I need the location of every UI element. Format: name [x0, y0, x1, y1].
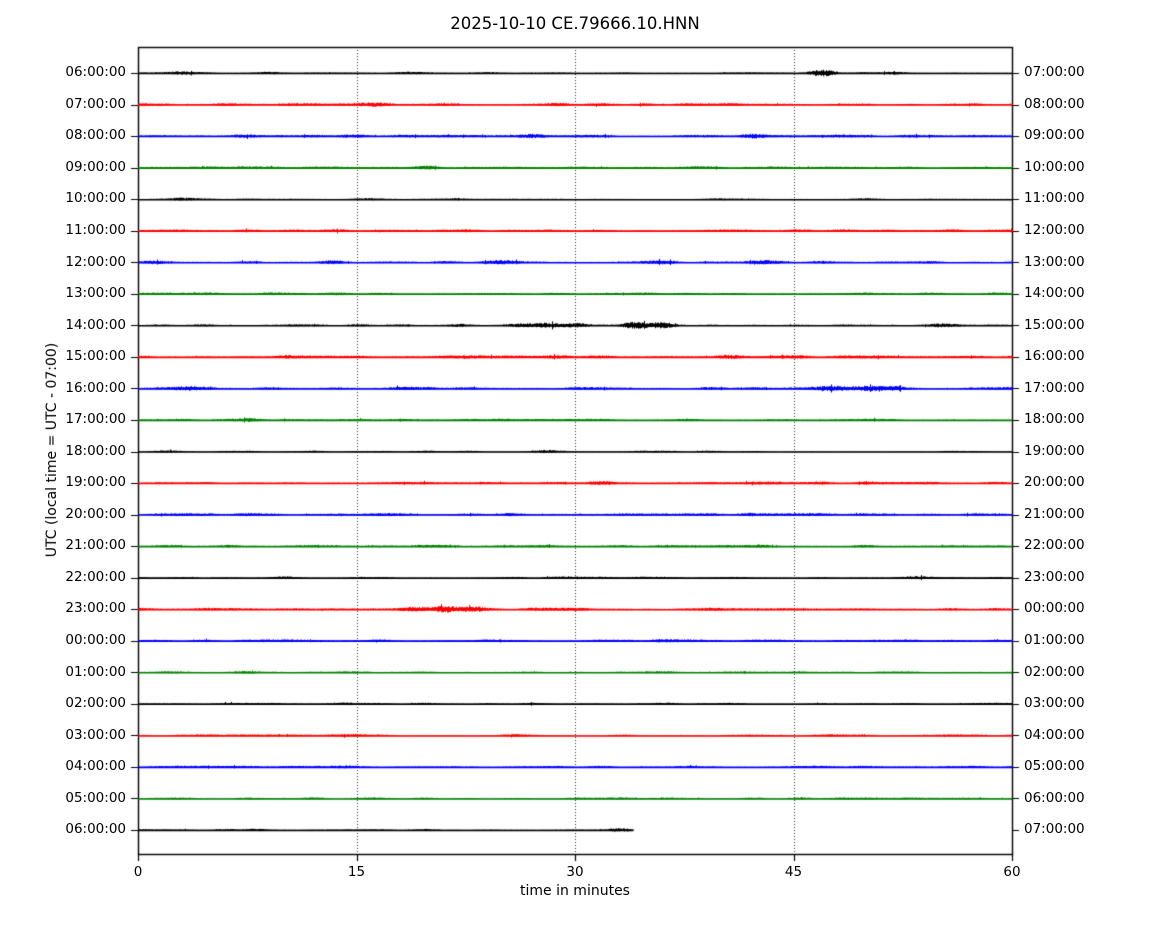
utc-tick-label: 05:00:00 — [65, 789, 126, 806]
local-tick-label: 08:00:00 — [1024, 95, 1085, 112]
utc-tick-label: 16:00:00 — [65, 379, 126, 396]
x-tick-label: 45 — [784, 864, 803, 880]
utc-tick-label: 06:00:00 — [65, 64, 126, 81]
local-tick-label: 00:00:00 — [1024, 600, 1085, 617]
utc-tick-label: 22:00:00 — [65, 568, 126, 585]
local-tick-label: 21:00:00 — [1024, 505, 1085, 522]
utc-tick-label: 02:00:00 — [65, 695, 126, 712]
local-tick-label: 13:00:00 — [1024, 253, 1085, 270]
utc-tick-label: 08:00:00 — [65, 127, 126, 144]
local-tick-label: 17:00:00 — [1024, 379, 1085, 396]
local-tick-label: 19:00:00 — [1024, 442, 1085, 459]
utc-tick-label: 20:00:00 — [65, 505, 126, 522]
local-tick-label: 04:00:00 — [1024, 726, 1085, 743]
local-tick-label: 11:00:00 — [1024, 190, 1085, 207]
utc-tick-label: 15:00:00 — [65, 348, 126, 365]
utc-tick-label: 09:00:00 — [65, 158, 126, 175]
utc-tick-label: 03:00:00 — [65, 726, 126, 743]
utc-tick-label: 10:00:00 — [65, 190, 126, 207]
local-tick-label: 07:00:00 — [1024, 64, 1085, 81]
utc-tick-label: 18:00:00 — [65, 442, 126, 459]
utc-tick-label: 00:00:00 — [65, 632, 126, 648]
local-tick-label: 05:00:00 — [1024, 758, 1085, 775]
x-tick-label: 15 — [347, 864, 366, 880]
x-tick-label: 0 — [133, 864, 143, 880]
local-tick-label: 06:00:00 — [1024, 789, 1085, 806]
utc-tick-label: 17:00:00 — [65, 411, 126, 428]
local-tick-label: 16:00:00 — [1024, 348, 1085, 365]
utc-tick-label: 14:00:00 — [65, 316, 126, 333]
utc-tick-label: 11:00:00 — [65, 221, 126, 238]
x-axis-label: time in minutes — [520, 883, 630, 899]
utc-tick-label: 13:00:00 — [65, 285, 126, 302]
utc-tick-label: 07:00:00 — [65, 95, 126, 112]
local-tick-label: 02:00:00 — [1024, 663, 1085, 680]
local-tick-label: 14:00:00 — [1024, 285, 1085, 302]
x-tick-label: 30 — [566, 864, 584, 880]
local-tick-label: 12:00:00 — [1024, 221, 1085, 238]
chart-title: 2025-10-10 CE.79666.10.HNN — [450, 14, 700, 33]
local-tick-label: 15:00:00 — [1024, 316, 1085, 333]
utc-tick-label: 21:00:00 — [65, 537, 126, 554]
local-tick-label: 09:00:00 — [1024, 127, 1085, 144]
local-tick-label: 22:00:00 — [1024, 537, 1085, 554]
local-tick-label: 18:00:00 — [1024, 411, 1085, 428]
x-tick-label: 60 — [1003, 864, 1021, 880]
local-tick-label: 01:00:00 — [1024, 632, 1085, 648]
utc-tick-label: 12:00:00 — [65, 253, 126, 270]
local-tick-label: 23:00:00 — [1024, 568, 1085, 585]
local-tick-label: 10:00:00 — [1024, 158, 1085, 175]
local-tick-label: 20:00:00 — [1024, 474, 1085, 491]
utc-tick-label: 19:00:00 — [65, 474, 126, 491]
local-tick-label: 07:00:00 — [1024, 821, 1085, 838]
utc-tick-label: 23:00:00 — [65, 600, 126, 617]
utc-tick-label: 04:00:00 — [65, 758, 126, 775]
local-tick-label: 03:00:00 — [1024, 695, 1085, 712]
utc-tick-label: 01:00:00 — [65, 663, 126, 680]
utc-tick-label: 06:00:00 — [65, 821, 126, 838]
